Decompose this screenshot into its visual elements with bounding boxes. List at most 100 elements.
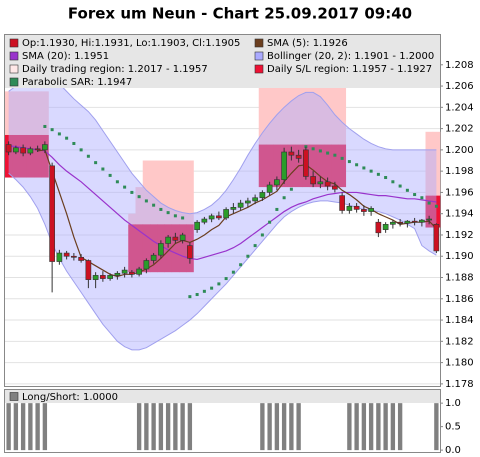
trading-region bbox=[309, 86, 318, 145]
legend-label: Op:1.1930, Hi:1.1931, Lo:1.1903, Cl:1.19… bbox=[22, 38, 240, 49]
sar-dot bbox=[253, 244, 257, 248]
y-axis: 1.178 1.180 1.182 1.184 1.186 1.188 1.190 1.192… bbox=[440, 60, 474, 390]
sar-dot bbox=[318, 149, 322, 153]
sar-dot bbox=[420, 196, 424, 200]
bar bbox=[20, 403, 26, 451]
y-tick-label: 1.192 bbox=[445, 230, 474, 241]
sl-region bbox=[273, 144, 281, 188]
sar-dot bbox=[79, 148, 83, 152]
candle-body bbox=[266, 184, 273, 193]
bar bbox=[13, 403, 19, 451]
bar bbox=[187, 403, 193, 451]
sl-region bbox=[150, 224, 158, 273]
candle-body bbox=[259, 192, 266, 199]
bar bbox=[347, 403, 352, 451]
candle-body bbox=[143, 260, 150, 270]
candle-body bbox=[397, 221, 403, 224]
sar-dot bbox=[405, 188, 409, 192]
candle-body bbox=[150, 254, 157, 261]
candle-body bbox=[129, 271, 135, 275]
bar bbox=[296, 403, 301, 451]
candle-body bbox=[324, 181, 331, 187]
sl-region bbox=[309, 144, 318, 188]
sar-dot bbox=[166, 211, 170, 215]
sar-dot bbox=[159, 207, 163, 211]
sar-dot bbox=[108, 173, 112, 177]
y-tick-label: 0.0 bbox=[445, 445, 461, 456]
trading-region bbox=[135, 187, 144, 225]
bar bbox=[267, 403, 272, 451]
sl-region bbox=[316, 144, 325, 188]
candle-body bbox=[71, 255, 77, 258]
sar-dot bbox=[260, 233, 264, 237]
bar bbox=[274, 403, 280, 451]
legend-swatch bbox=[9, 64, 19, 74]
candle-body bbox=[172, 236, 179, 241]
candle-body bbox=[5, 144, 12, 153]
y-tick-label: 1.186 bbox=[445, 294, 474, 305]
candle-body bbox=[288, 151, 295, 156]
sar-dot bbox=[275, 207, 279, 211]
sar-dot bbox=[65, 136, 69, 140]
sl-region bbox=[164, 224, 173, 273]
sar-dot bbox=[144, 199, 148, 203]
trading-region bbox=[324, 86, 332, 145]
bar bbox=[144, 403, 149, 451]
bar bbox=[260, 403, 265, 451]
sl-region bbox=[142, 224, 151, 273]
candle-body bbox=[194, 221, 200, 230]
sl-region bbox=[425, 195, 434, 228]
candle-body bbox=[34, 148, 41, 151]
trading-region bbox=[258, 86, 267, 145]
sl-region bbox=[135, 224, 144, 273]
candle-body bbox=[165, 236, 171, 244]
y-tick-label: 1.188 bbox=[445, 273, 474, 284]
candle-body bbox=[332, 185, 338, 190]
sar-dot bbox=[239, 263, 243, 267]
sl-region bbox=[266, 144, 274, 188]
candle-body bbox=[216, 215, 222, 219]
trading-region bbox=[280, 86, 289, 145]
sl-region bbox=[12, 134, 20, 178]
candle-body bbox=[390, 221, 396, 225]
candle-body bbox=[404, 220, 411, 224]
sl-region bbox=[432, 195, 441, 228]
sar-dot bbox=[246, 254, 250, 258]
bar bbox=[151, 403, 156, 451]
sar-dot bbox=[391, 180, 395, 184]
trading-region bbox=[5, 91, 13, 135]
sar-dot bbox=[333, 153, 337, 157]
candle-body bbox=[107, 275, 113, 279]
bar bbox=[361, 403, 367, 451]
plot-area bbox=[5, 74, 441, 351]
candle-body bbox=[346, 205, 353, 211]
candle-body bbox=[27, 148, 34, 154]
bar bbox=[368, 403, 374, 451]
sl-region bbox=[324, 144, 332, 188]
candle-body bbox=[179, 234, 186, 241]
y-tick-label: 1.190 bbox=[445, 251, 474, 262]
trading-region bbox=[157, 160, 165, 225]
candle-body bbox=[281, 151, 287, 180]
legend-swatch bbox=[9, 38, 19, 48]
trading-region bbox=[295, 86, 303, 145]
bar bbox=[383, 403, 388, 451]
trading-region bbox=[164, 160, 173, 225]
sar-dot bbox=[202, 289, 206, 293]
sar-dot bbox=[217, 282, 221, 286]
trading-region bbox=[19, 91, 28, 135]
bar bbox=[158, 403, 164, 451]
y-tick-label: 1.182 bbox=[445, 336, 474, 347]
legend-label: Daily trading region: 1.2017 - 1.1957 bbox=[22, 64, 208, 75]
sar-dot bbox=[231, 270, 235, 274]
candle-body bbox=[426, 218, 432, 221]
candle-body bbox=[201, 218, 208, 223]
sl-region bbox=[26, 134, 35, 178]
sar-dot bbox=[224, 277, 228, 281]
sl-region bbox=[41, 134, 49, 178]
legend-label: Long/Short: 1.0000 bbox=[22, 392, 118, 403]
sar-dot bbox=[173, 214, 177, 218]
candle-body bbox=[411, 220, 418, 223]
sar-dot bbox=[115, 180, 119, 184]
trading-region bbox=[26, 91, 35, 135]
